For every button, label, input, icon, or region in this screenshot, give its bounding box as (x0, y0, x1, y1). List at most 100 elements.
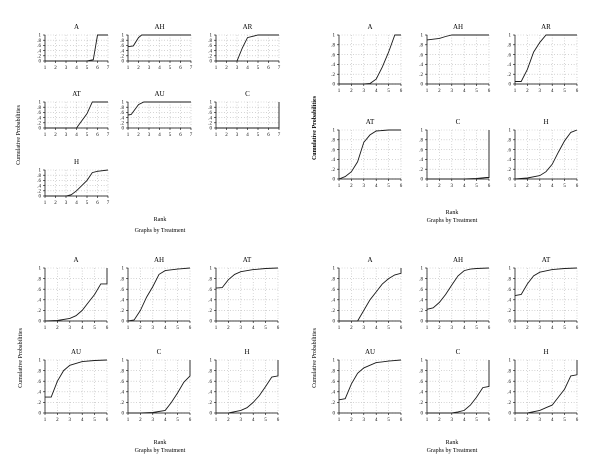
series-line-H (45, 169, 109, 197)
y-tick-label: 0 (39, 320, 42, 325)
y-tick-label: 1 (333, 129, 336, 134)
x-tick-label: 1 (215, 66, 218, 71)
y-tick-label: .6 (419, 53, 423, 58)
x-tick-label: 6 (96, 201, 99, 206)
series-line-A (339, 34, 401, 85)
x-tick-label: 6 (96, 66, 99, 71)
series-line-H (514, 129, 578, 180)
panel-title: C (456, 348, 461, 356)
panel-C: C 0 .2 .4 .6 .8 1 1 2 3 4 5 6 (419, 348, 491, 423)
y-tick-label: 1 (509, 359, 512, 364)
y-tick-label: .8 (507, 277, 511, 282)
x-tick-label: 1 (426, 89, 429, 94)
x-tick-label: 3 (363, 326, 366, 331)
y-tick-label: .8 (331, 139, 335, 144)
panel-H: H0.2.4.6.811 2 3 4 5 6 7 (37, 158, 110, 206)
panel-title: AH (154, 23, 164, 31)
x-tick-label: 1 (514, 326, 517, 331)
series-line-H (216, 360, 279, 414)
x-tick-label: 4 (252, 418, 255, 423)
y-tick-label: .4 (419, 299, 423, 304)
y-tick-label: 1 (39, 169, 42, 174)
y-tick-label: 0 (122, 412, 125, 417)
series-line-AU (338, 359, 402, 401)
y-axis-label: Cumulative Probabilities (312, 327, 318, 387)
y-tick-label: .2 (120, 309, 124, 314)
x-tick-label: 3 (363, 418, 366, 423)
panel-AU: AU 0 .2 .4 .6 .8 1 1 2 3 4 5 6 (331, 348, 403, 423)
x-tick-label: 5 (93, 326, 96, 331)
panel-title: AU (71, 348, 81, 356)
y-tick-label: 0 (509, 178, 512, 183)
x-tick-label: 3 (148, 133, 151, 138)
y-axis-label: Cumulative Probabilities (16, 104, 22, 164)
y-tick-label: .6 (120, 288, 124, 293)
x-tick-label: 2 (54, 133, 57, 138)
x-tick-label: 6 (267, 66, 270, 71)
series-line-A (44, 268, 108, 322)
panel-AR: AR 0 .2 .4 .6 .8 1 1 2 3 4 5 6 (507, 23, 579, 94)
y-axis-label: Cumulative Probabilities (312, 95, 318, 160)
y-tick-label: .2 (507, 309, 511, 314)
y-tick-label: .8 (37, 369, 41, 374)
x-tick-label: 7 (107, 133, 110, 138)
panel-title: AT (243, 256, 252, 264)
x-tick-label: 6 (488, 326, 491, 331)
x-tick-label: 4 (75, 66, 78, 71)
y-tick-label: .8 (120, 369, 124, 374)
x-tick-label: 2 (225, 66, 228, 71)
series-line-AT (514, 267, 578, 297)
x-tick-label: 5 (264, 418, 267, 423)
y-tick-label: .8 (331, 44, 335, 49)
x-tick-label: 4 (158, 66, 161, 71)
x-tick-label: 4 (252, 326, 255, 331)
y-tick-label: .4 (419, 158, 423, 163)
x-tick-label: 3 (539, 184, 542, 189)
y-tick-label: .8 (37, 106, 41, 111)
x-tick-label: 6 (488, 89, 491, 94)
panel-AU: AU 0 .2 .4 .6 .8 1 1 2 3 4 5 6 (37, 348, 109, 423)
x-tick-label: 5 (475, 418, 478, 423)
series-line-H (515, 360, 578, 414)
x-tick-label: 2 (438, 326, 441, 331)
x-tick-label: 4 (81, 326, 84, 331)
y-tick-label: .6 (419, 288, 423, 293)
panel-AH: AH 0 .2 .4 .6 .8 1 1 2 3 4 5 6 (120, 256, 192, 331)
x-tick-label: 5 (176, 418, 179, 423)
y-tick-label: .4 (120, 391, 124, 396)
x-tick-label: 3 (152, 326, 155, 331)
footnote: Graphs by Treatment (427, 448, 478, 454)
panel-title: H (543, 348, 548, 356)
y-tick-label: .8 (331, 369, 335, 374)
panel-title: AT (72, 90, 81, 98)
y-tick-label: .4 (208, 299, 212, 304)
x-tick-label: 4 (463, 89, 466, 94)
x-tick-label: 2 (227, 326, 230, 331)
y-tick-label: 0 (39, 127, 42, 132)
y-tick-label: .8 (419, 369, 423, 374)
x-tick-label: 6 (576, 89, 579, 94)
y-tick-label: .2 (419, 73, 423, 78)
y-tick-label: 0 (333, 83, 336, 88)
x-tick-label: 1 (127, 66, 130, 71)
x-tick-label: 4 (551, 418, 554, 423)
series-line-AR (216, 34, 279, 62)
x-tick-label: 7 (190, 133, 193, 138)
y-tick-label: 0 (210, 127, 213, 132)
x-tick-label: 6 (400, 326, 403, 331)
y-tick-label: .2 (331, 168, 335, 173)
y-tick-label: .4 (331, 63, 335, 68)
y-tick-label: 1 (210, 34, 213, 39)
y-tick-label: .4 (37, 184, 41, 189)
y-tick-label: .2 (507, 168, 511, 173)
series-line-AU (127, 101, 191, 116)
x-tick-label: 5 (86, 201, 89, 206)
series-line-AH (426, 267, 490, 310)
x-tick-label: 2 (438, 89, 441, 94)
x-tick-label: 6 (189, 326, 192, 331)
x-tick-label: 2 (137, 133, 140, 138)
x-tick-label: 2 (350, 184, 353, 189)
y-tick-label: .2 (208, 122, 212, 127)
y-tick-label: .2 (507, 401, 511, 406)
x-tick-label: 6 (106, 326, 109, 331)
